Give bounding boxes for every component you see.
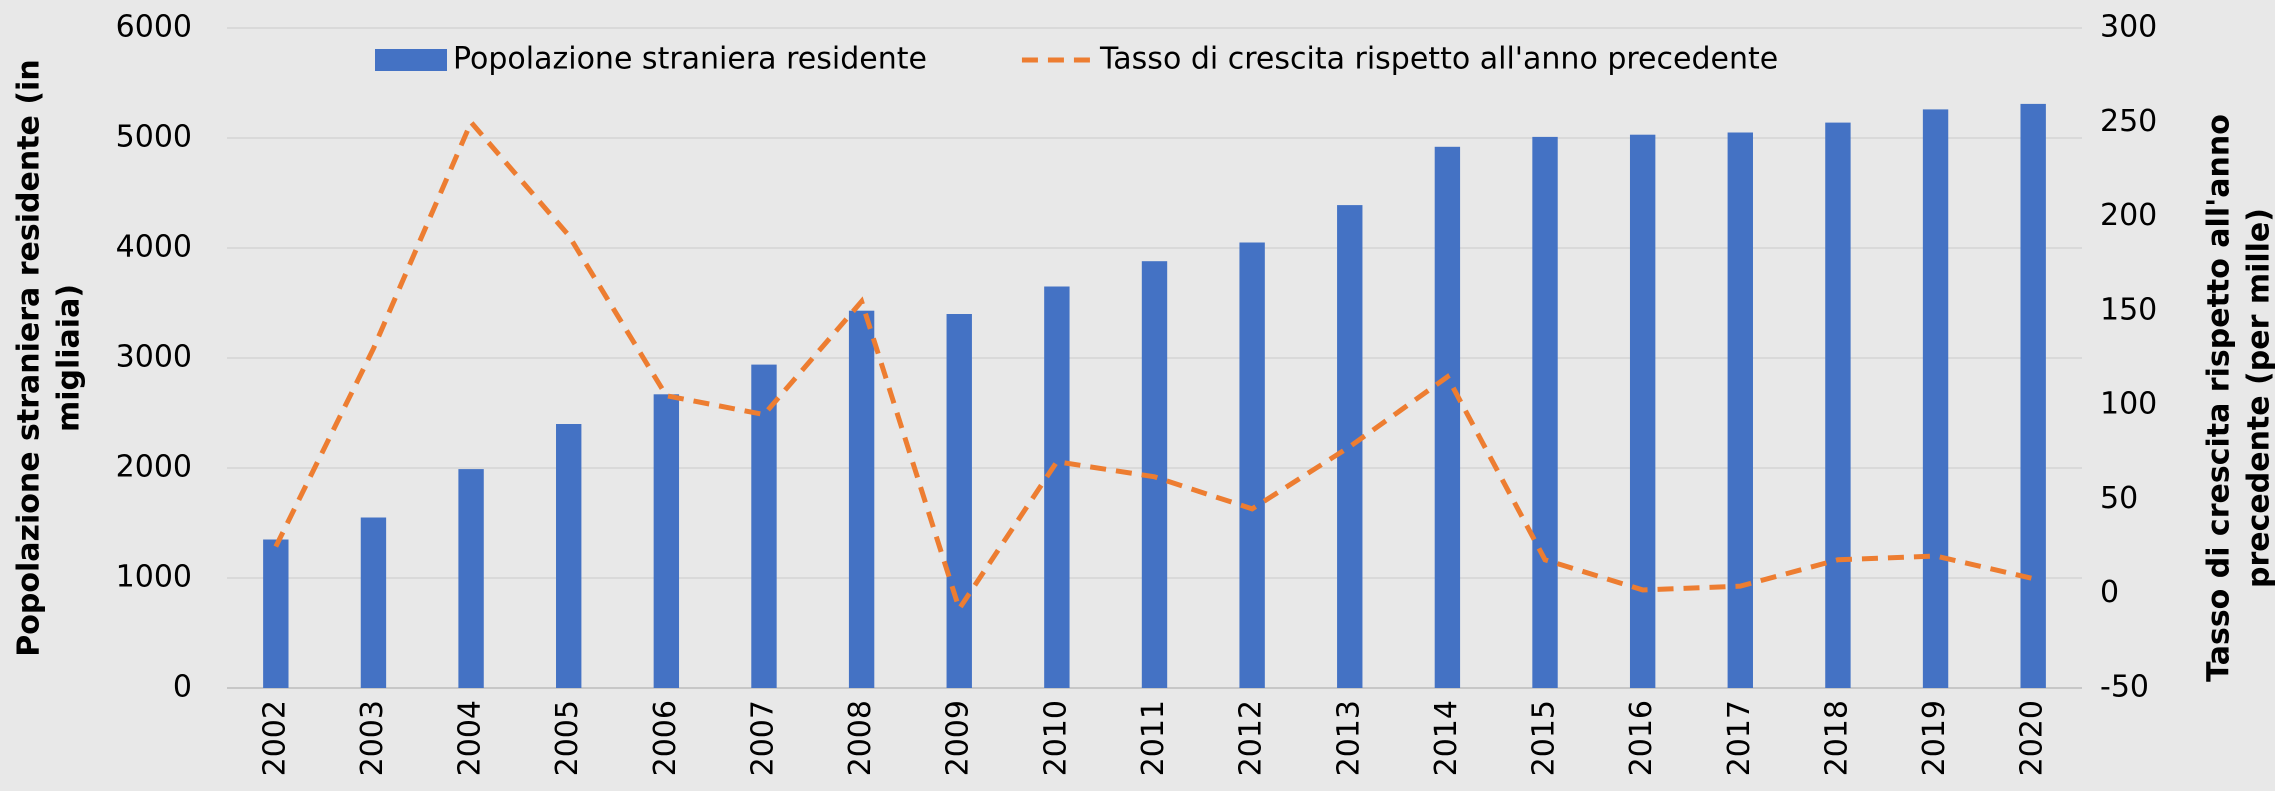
x-tick-label: 2010 <box>1038 700 1073 776</box>
bar <box>946 314 972 688</box>
y-tick-label: 3000 <box>116 340 192 375</box>
x-tick-label: 2004 <box>453 700 488 776</box>
bar <box>263 539 289 688</box>
y2-tick-label: 100 <box>2100 387 2157 422</box>
bar <box>556 424 582 688</box>
bar <box>1239 242 1265 688</box>
y-tick-label: 4000 <box>116 230 192 265</box>
x-tick-label: 2019 <box>1917 700 1952 776</box>
x-tick-label: 2007 <box>745 700 780 776</box>
bar <box>1337 205 1363 688</box>
bar <box>458 469 484 688</box>
x-tick-label: 2006 <box>648 700 683 776</box>
bar <box>2020 103 2046 688</box>
y2-tick-label: 50 <box>2100 481 2138 516</box>
y-axis-title: migliaia) <box>52 284 87 432</box>
y2-tick-label: 300 <box>2100 10 2157 45</box>
x-tick-label: 2013 <box>1331 700 1366 776</box>
y-tick-label: 2000 <box>116 450 192 485</box>
x-tick-label: 2005 <box>550 700 585 776</box>
bar <box>1727 132 1753 688</box>
bar <box>1532 136 1558 688</box>
legend-swatch <box>375 49 447 71</box>
legend-label: Popolazione straniera residente <box>453 42 927 77</box>
y-axis-title: Popolazione straniera residente (in <box>12 59 47 656</box>
x-tick-label: 2009 <box>941 700 976 776</box>
x-tick-label: 2016 <box>1624 700 1659 776</box>
y-tick-label: 0 <box>173 670 192 705</box>
x-tick-label: 2015 <box>1527 700 1562 776</box>
x-tick-label: 2012 <box>1234 700 1269 776</box>
x-tick-label: 2008 <box>843 700 878 776</box>
y2-tick-label: -50 <box>2100 670 2149 705</box>
y-tick-label: 5000 <box>116 120 192 155</box>
x-tick-label: 2020 <box>2015 700 2050 776</box>
y2-tick-label: 0 <box>2100 575 2119 610</box>
line <box>273 117 2034 615</box>
y-tick-label: 6000 <box>116 10 192 45</box>
x-tick-label: 2018 <box>1819 700 1854 776</box>
x-tick-label: 2003 <box>355 700 390 776</box>
x-tick-label: 2014 <box>1429 700 1464 776</box>
bar <box>653 394 680 688</box>
y2-tick-label: 250 <box>2100 104 2157 139</box>
y2-tick-label: 200 <box>2100 198 2157 233</box>
y2-tick-label: 150 <box>2100 292 2157 327</box>
y2-axis-title: precedente (per mille) <box>2242 208 2275 588</box>
legend-label: Tasso di crescita rispetto all'anno prec… <box>1099 42 1778 77</box>
bar <box>1922 109 1949 688</box>
bar <box>1825 122 1851 689</box>
bar <box>360 517 387 688</box>
bar <box>1629 134 1656 688</box>
x-tick-label: 2011 <box>1136 700 1171 776</box>
bar <box>1044 286 1070 688</box>
y-tick-label: 1000 <box>116 560 192 595</box>
bar <box>1434 146 1461 689</box>
x-tick-label: 2017 <box>1722 700 1757 776</box>
bar <box>848 310 875 688</box>
x-tick-label: 2002 <box>257 700 292 776</box>
y2-axis-title: Tasso di crescita rispetto all'anno <box>2202 114 2237 682</box>
bar <box>751 364 777 688</box>
